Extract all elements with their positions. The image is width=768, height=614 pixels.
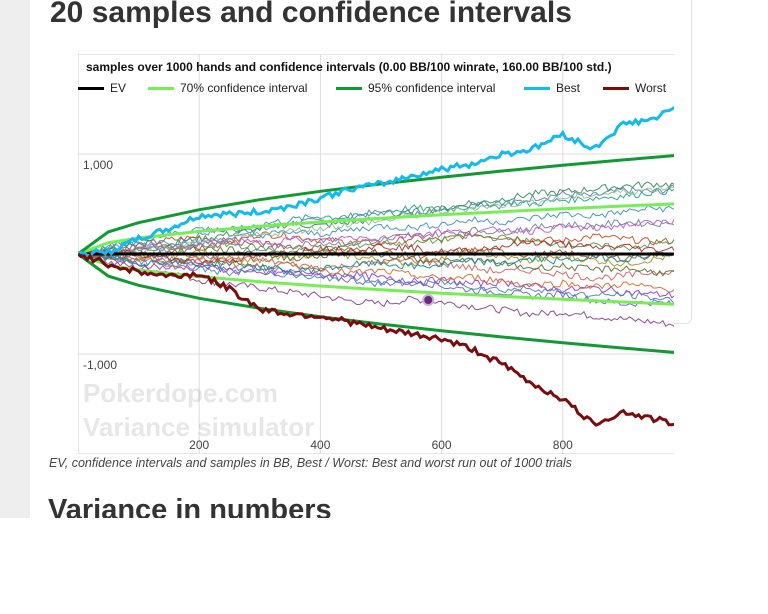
x-tick-label-2: 600 bbox=[432, 438, 452, 452]
ci95-upper-line bbox=[78, 154, 674, 256]
legend-item-ci70: 70% confidence interval bbox=[148, 81, 307, 95]
legend-item-best: Best bbox=[524, 81, 580, 95]
legend-label-ci95: 95% confidence interval bbox=[368, 81, 496, 95]
sample-line-14 bbox=[78, 249, 674, 293]
right-panel-edge bbox=[674, 0, 692, 324]
tick-layer: 200 400 600 800 1,000 -1,000 bbox=[83, 158, 573, 452]
legend-swatch-ev bbox=[78, 86, 104, 90]
ci95-lower-line bbox=[78, 252, 674, 354]
sample-line-16 bbox=[78, 218, 674, 255]
legend-item-worst: Worst bbox=[603, 81, 666, 95]
x-tick-label-1: 400 bbox=[310, 438, 330, 452]
watermark-line-2: Variance simulator bbox=[83, 412, 315, 442]
sample-line-13 bbox=[78, 185, 674, 258]
sample-line-12 bbox=[78, 204, 674, 258]
article-content: 20 samples and confidence intervals 200 4… bbox=[30, 0, 674, 518]
variance-chart: 200 400 600 800 1,000 -1,000 samples over 100… bbox=[78, 54, 674, 454]
legend-swatch-best bbox=[524, 86, 550, 90]
sample-line-10 bbox=[78, 233, 674, 256]
legend-label-best: Best bbox=[556, 81, 581, 95]
series-layer bbox=[78, 105, 674, 427]
legend-swatch-ci95 bbox=[336, 86, 362, 90]
best-line bbox=[78, 105, 674, 258]
section-heading: 20 samples and confidence intervals bbox=[50, 0, 572, 29]
sample-line-18 bbox=[78, 239, 674, 266]
watermark: Pokerdope.com Variance simulator bbox=[83, 376, 314, 444]
chart-caption: EV, confidence intervals and samples in … bbox=[49, 456, 572, 470]
sample-line-9 bbox=[78, 253, 674, 299]
sample-line-15 bbox=[78, 245, 674, 277]
legend-swatch-ci70 bbox=[148, 86, 174, 90]
y-tick-label-0: 1,000 bbox=[83, 158, 113, 172]
chart-title: samples over 1000 hands and confidence i… bbox=[86, 60, 612, 74]
y-tick-label-1: -1,000 bbox=[83, 358, 117, 372]
legend-label-ev: EV bbox=[110, 81, 127, 95]
hover-point-marker bbox=[422, 294, 435, 306]
x-tick-label-3: 800 bbox=[553, 438, 573, 452]
sample-line-19 bbox=[78, 252, 674, 304]
legend-swatch-worst bbox=[603, 86, 629, 90]
page-bottom-blank bbox=[0, 518, 768, 614]
worst-line bbox=[78, 252, 674, 427]
watermark-line-1: Pokerdope.com bbox=[83, 378, 279, 408]
legend-item-ev: EV bbox=[78, 81, 126, 95]
x-tick-label-0: 200 bbox=[189, 438, 209, 452]
left-sidebar-strip bbox=[0, 0, 30, 518]
legend-label-ci70: 70% confidence interval bbox=[180, 81, 308, 95]
next-section-heading: Variance in numbers bbox=[48, 494, 332, 518]
chart-svg: 200 400 600 800 1,000 -1,000 bbox=[78, 54, 674, 454]
legend-item-ci95: 95% confidence interval bbox=[336, 81, 495, 95]
sample-line-17 bbox=[78, 251, 674, 275]
legend-label-worst: Worst bbox=[635, 81, 667, 95]
